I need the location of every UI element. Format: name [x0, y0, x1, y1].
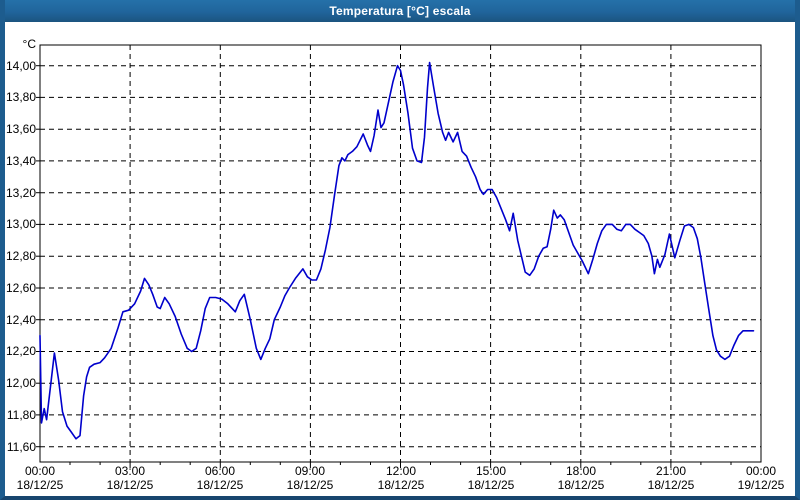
x-tick-label: 00:00 19/12/25	[716, 464, 795, 492]
x-tick-label: 00:00 18/12/25	[5, 464, 85, 492]
x-tick-label: 12:00 18/12/25	[356, 464, 446, 492]
y-tick-label: 14,00	[5, 59, 36, 73]
y-tick-label: 11,60	[6, 440, 36, 454]
y-tick-label: 13,40	[5, 154, 36, 168]
x-tick-label: 06:00 18/12/25	[175, 464, 265, 492]
x-tick-time: 21:00	[655, 464, 687, 478]
x-tick-date: 18/12/25	[106, 478, 154, 492]
x-tick-label: 15:00 18/12/25	[446, 464, 536, 492]
y-tick-label: 12,60	[5, 281, 36, 295]
chart-area: °C 14,00 13,80 13,60 13,40 13,20 13,00 12,80 12…	[5, 22, 795, 496]
x-tick-date: 19/12/25	[737, 478, 785, 492]
x-tick-time: 00:00	[24, 464, 56, 478]
y-tick-label: 13,80	[5, 90, 36, 104]
x-tick-time: 06:00	[204, 464, 236, 478]
plot-border	[39, 44, 762, 463]
x-tick-label: 21:00 18/12/25	[626, 464, 716, 492]
temperature-line-chart	[36, 44, 762, 468]
window-titlebar[interactable]: Temperatura [°C] escala	[5, 0, 795, 22]
x-tick-date: 18/12/25	[16, 478, 64, 492]
y-tick-label: 13,60	[5, 122, 36, 136]
x-tick-label: 03:00 18/12/25	[85, 464, 175, 492]
x-tick-time: 18:00	[565, 464, 597, 478]
x-tick-date: 18/12/25	[286, 478, 334, 492]
y-axis-unit-label: °C	[22, 37, 36, 51]
y-tick-label: 13,00	[5, 217, 36, 231]
window-title: Temperatura [°C] escala	[329, 4, 471, 18]
x-tick-time: 00:00	[745, 464, 777, 478]
y-tick-label: 12,80	[5, 249, 36, 263]
y-tick-label: 12,20	[5, 344, 36, 358]
temperature-series-line	[39, 61, 755, 440]
x-tick-time: 03:00	[114, 464, 146, 478]
x-tick-date: 18/12/25	[196, 478, 244, 492]
x-tick-time: 12:00	[385, 464, 417, 478]
y-tick-label: 11,80	[6, 408, 36, 422]
x-tick-date: 18/12/25	[377, 478, 425, 492]
x-tick-date: 18/12/25	[647, 478, 695, 492]
x-tick-time: 15:00	[475, 464, 507, 478]
y-tick-label: 13,20	[5, 186, 36, 200]
x-tick-date: 18/12/25	[557, 478, 605, 492]
x-tick-time: 09:00	[294, 464, 326, 478]
x-tick-label: 18:00 18/12/25	[536, 464, 626, 492]
y-tick-label: 12,00	[5, 376, 36, 390]
x-tick-label: 09:00 18/12/25	[265, 464, 355, 492]
x-tick-date: 18/12/25	[467, 478, 515, 492]
y-tick-label: 12,40	[5, 313, 36, 327]
